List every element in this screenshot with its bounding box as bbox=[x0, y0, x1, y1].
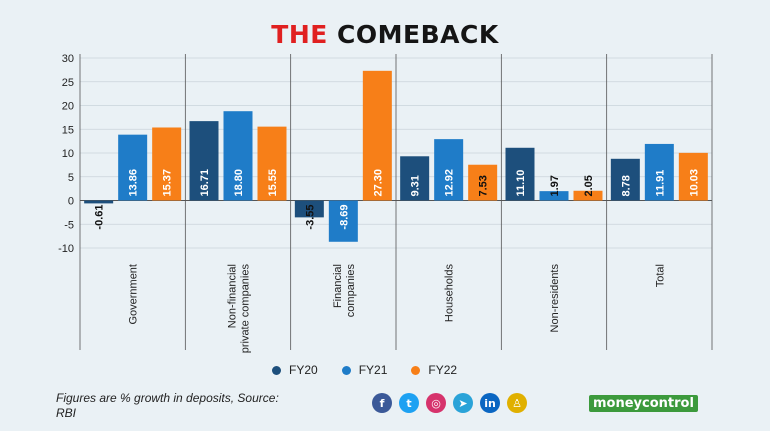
data-label: -8.69 bbox=[338, 205, 350, 230]
brand-logo: moneycontrol bbox=[589, 395, 698, 412]
bar-fy22 bbox=[468, 164, 498, 201]
bar-fy20 bbox=[505, 147, 535, 201]
category-label: Total bbox=[654, 264, 666, 287]
data-label: 11.91 bbox=[654, 170, 666, 197]
data-label: 2.05 bbox=[583, 175, 595, 196]
y-tick-label: 30 bbox=[62, 53, 74, 65]
bar-fy21 bbox=[434, 139, 464, 201]
snapchat-icon[interactable]: ♙ bbox=[507, 393, 527, 413]
chart-legend: FY20 FY21 FY22 bbox=[272, 362, 457, 378]
bar-fy22 bbox=[678, 152, 708, 201]
data-label: 27.30 bbox=[372, 169, 384, 197]
legend-item-fy21: FY21 bbox=[341, 363, 388, 377]
data-label: 16.71 bbox=[199, 169, 211, 197]
bar-fy20 bbox=[400, 156, 430, 201]
y-tick-label: 10 bbox=[62, 148, 74, 160]
y-tick-label: 15 bbox=[62, 124, 74, 136]
legend-item-fy22: FY22 bbox=[411, 363, 457, 377]
legend-swatch bbox=[341, 365, 351, 375]
title-word-comeback: COMEBACK bbox=[337, 20, 499, 49]
bar-fy20 bbox=[610, 158, 640, 201]
social-icons: f t ◎ ➤ in ♙ bbox=[372, 393, 527, 413]
bar-fy22 bbox=[257, 126, 287, 201]
bar-fy20 bbox=[294, 200, 324, 218]
data-label: 15.55 bbox=[267, 169, 279, 197]
bar-fy22 bbox=[362, 70, 392, 201]
bar-fy20 bbox=[189, 121, 219, 201]
bar-fy21 bbox=[539, 191, 569, 201]
bar-fy22 bbox=[573, 190, 603, 201]
category-label: Non-residents bbox=[549, 264, 561, 333]
bar-fy21 bbox=[118, 134, 148, 201]
telegram-icon[interactable]: ➤ bbox=[453, 393, 473, 413]
footnote: Figures are % growth in deposits, Source… bbox=[56, 391, 279, 420]
y-tick-label: -10 bbox=[58, 243, 74, 255]
bar-fy22 bbox=[152, 127, 182, 201]
y-tick-label: -5 bbox=[64, 219, 74, 231]
y-tick-label: 25 bbox=[62, 77, 74, 89]
category-label: private companies bbox=[240, 264, 252, 354]
legend-label: FY20 bbox=[289, 363, 318, 377]
data-label: 7.53 bbox=[478, 175, 490, 196]
legend-label: FY22 bbox=[428, 363, 458, 377]
data-label: 13.86 bbox=[128, 169, 140, 197]
y-tick-label: 5 bbox=[68, 172, 74, 184]
data-label: -0.61 bbox=[94, 205, 106, 230]
twitter-icon[interactable]: t bbox=[399, 393, 419, 413]
category-label: Non-financial bbox=[227, 264, 239, 328]
data-label: 10.03 bbox=[688, 169, 700, 197]
legend-swatch bbox=[411, 365, 421, 375]
data-label: 11.10 bbox=[515, 170, 527, 197]
y-tick-label: 0 bbox=[68, 196, 74, 208]
legend-label: FY21 bbox=[358, 363, 388, 377]
bar-fy20 bbox=[84, 200, 114, 204]
data-label: -3.55 bbox=[304, 205, 316, 230]
instagram-icon[interactable]: ◎ bbox=[426, 393, 446, 413]
category-label: Government bbox=[128, 264, 140, 325]
data-label: 8.78 bbox=[620, 175, 632, 196]
category-label: Households bbox=[444, 264, 456, 323]
title-word-the: THE bbox=[271, 20, 328, 49]
chart-title: THE COMEBACK bbox=[0, 20, 770, 49]
data-label: 18.80 bbox=[233, 169, 245, 197]
category-label: companies bbox=[345, 264, 357, 318]
legend-swatch bbox=[272, 365, 281, 375]
data-label: 12.92 bbox=[444, 169, 456, 197]
bar-fy21 bbox=[223, 111, 253, 201]
data-label: 15.37 bbox=[162, 169, 174, 197]
data-label: 1.97 bbox=[549, 175, 561, 196]
category-label: Financial bbox=[332, 264, 344, 308]
bar-fy21 bbox=[644, 143, 674, 201]
data-label: 9.31 bbox=[410, 175, 422, 196]
linkedin-icon[interactable]: in bbox=[480, 393, 500, 413]
bar-fy21 bbox=[328, 200, 358, 242]
y-tick-label: 20 bbox=[62, 101, 74, 113]
legend-item-fy20: FY20 bbox=[272, 363, 318, 377]
bar-chart: 30 25 20 15 10 5 0 -5 -10 -0.61 16.71 -3.55 9.31 11.1… bbox=[58, 53, 713, 354]
facebook-icon[interactable]: f bbox=[372, 393, 392, 413]
